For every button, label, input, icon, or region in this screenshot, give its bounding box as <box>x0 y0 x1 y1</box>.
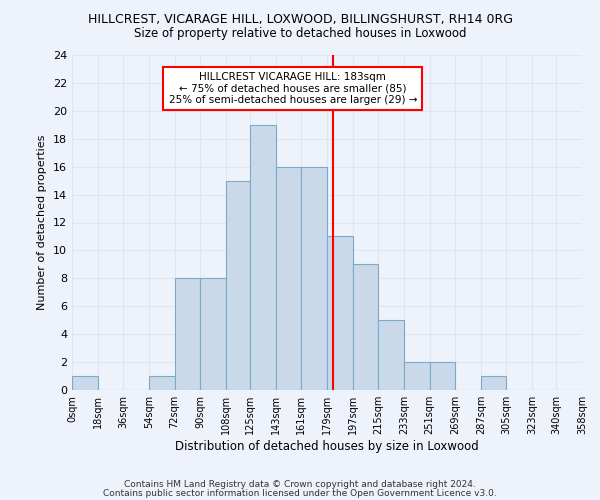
Bar <box>404 362 430 390</box>
Bar <box>430 362 455 390</box>
Bar <box>149 376 175 390</box>
X-axis label: Distribution of detached houses by size in Loxwood: Distribution of detached houses by size … <box>175 440 479 453</box>
Bar <box>301 166 327 390</box>
Y-axis label: Number of detached properties: Number of detached properties <box>37 135 47 310</box>
Bar <box>353 264 378 390</box>
Text: Contains public sector information licensed under the Open Government Licence v3: Contains public sector information licen… <box>103 488 497 498</box>
Bar <box>200 278 226 390</box>
Bar <box>481 376 506 390</box>
Text: HILLCREST, VICARAGE HILL, LOXWOOD, BILLINGSHURST, RH14 0RG: HILLCREST, VICARAGE HILL, LOXWOOD, BILLI… <box>88 12 512 26</box>
Bar <box>250 125 276 390</box>
Text: Contains HM Land Registry data © Crown copyright and database right 2024.: Contains HM Land Registry data © Crown c… <box>124 480 476 489</box>
Bar <box>175 278 200 390</box>
Bar <box>72 376 98 390</box>
Text: HILLCREST VICARAGE HILL: 183sqm
← 75% of detached houses are smaller (85)
25% of: HILLCREST VICARAGE HILL: 183sqm ← 75% of… <box>169 72 417 105</box>
Bar <box>276 166 301 390</box>
Text: Size of property relative to detached houses in Loxwood: Size of property relative to detached ho… <box>134 28 466 40</box>
Bar <box>378 320 404 390</box>
Bar <box>226 180 250 390</box>
Bar <box>327 236 353 390</box>
